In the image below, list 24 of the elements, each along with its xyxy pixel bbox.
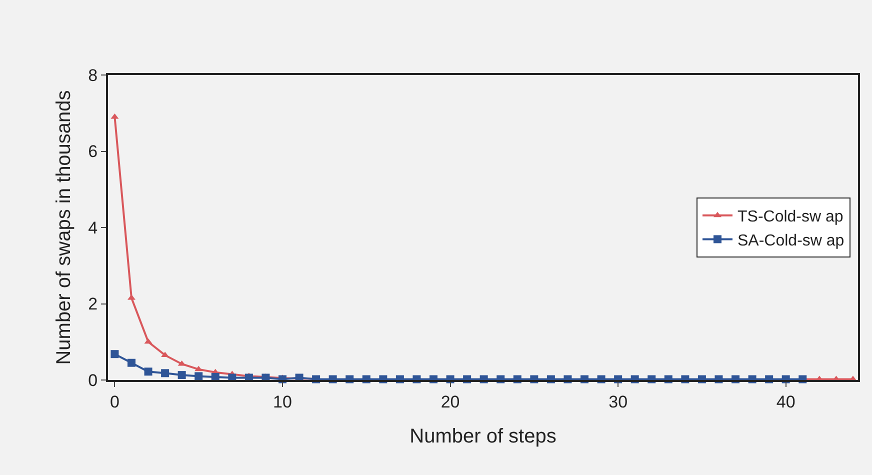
point: [194, 366, 203, 372]
y-tick-label: 6: [88, 142, 98, 162]
legend-label: TS-Cold-sw ap: [738, 208, 844, 226]
point: [194, 372, 203, 380]
x-tick-label: 10: [273, 392, 292, 412]
point: [144, 338, 152, 344]
x-tick-label: 40: [776, 392, 796, 412]
x-tick-label: 20: [440, 392, 460, 412]
y-tick-label: 8: [88, 66, 98, 85]
point: [110, 350, 119, 358]
y-tick-label: 2: [88, 294, 98, 314]
x-tick-label: 0: [110, 392, 120, 412]
point: [178, 371, 186, 380]
point: [178, 360, 186, 366]
legend-label: SA-Cold-sw ap: [738, 232, 844, 250]
y-axis-title: Number of swaps in thousands: [53, 90, 76, 365]
y-tick-label: 4: [88, 218, 98, 238]
x-tick-label: 30: [608, 392, 628, 412]
point: [110, 113, 119, 119]
y-tick-label: 0: [88, 370, 98, 390]
point: [161, 369, 170, 378]
point: [127, 358, 136, 367]
x-axis-title: Number of steps: [410, 425, 556, 448]
point: [144, 368, 152, 376]
